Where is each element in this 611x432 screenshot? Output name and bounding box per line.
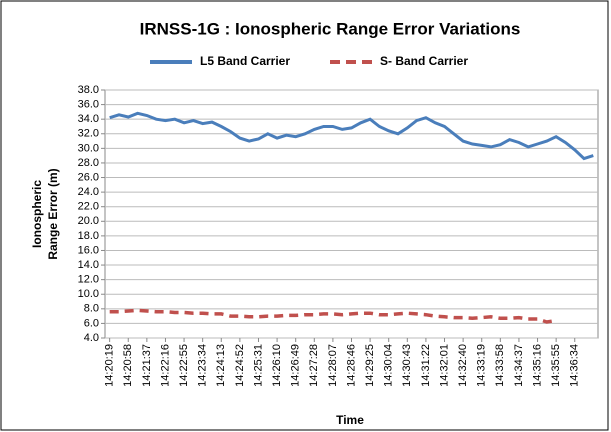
x-tick-label: 14:33:19 (476, 344, 488, 387)
y-tick-label: 30.0 (78, 142, 99, 154)
x-axis-title: Time (336, 413, 364, 427)
x-tick-label: 14:25:31 (252, 344, 264, 387)
x-tick-label: 14:30:04 (383, 344, 395, 387)
series-line (109, 111, 594, 161)
y-tick-label: 32.0 (78, 128, 99, 140)
plot-area (104, 89, 599, 339)
x-tick-label: 14:30:43 (401, 344, 413, 387)
chart-title: IRNSS-1G : Ionospheric Range Error Varia… (140, 19, 521, 38)
y-tick-label: 22.0 (78, 201, 99, 213)
x-tick-label: 14:26:49 (290, 344, 302, 387)
x-tick-label: 14:36:34 (569, 344, 581, 387)
y-tick-label: 24.0 (78, 186, 99, 198)
legend-label: S- Band Carrier (380, 54, 468, 68)
y-tick-label: 18.0 (78, 230, 99, 242)
x-tick-label: 14:32:40 (457, 344, 469, 387)
x-tick-label: 14:28:46 (345, 344, 357, 387)
y-tick-label: 6.0 (84, 317, 99, 329)
y-tick-label: 12.0 (78, 274, 99, 286)
x-tick-label: 14:27:28 (308, 344, 320, 387)
y-tick-label: 20.0 (78, 215, 99, 227)
x-tick-label: 14:33:58 (494, 344, 506, 387)
y-tick-label: 34.0 (78, 113, 99, 125)
y-tick-label: 4.0 (84, 332, 99, 344)
x-tick-label: 14:29:25 (364, 344, 376, 387)
x-tick-label: 14:31:22 (420, 344, 432, 387)
y-tick-label: 8.0 (84, 303, 99, 315)
x-tick-label: 14:24:13 (215, 344, 227, 387)
x-tick-label: 14:35:16 (531, 344, 543, 387)
y-axis-title: Ionospheric (30, 180, 44, 248)
x-tick-label: 14:20:58 (122, 344, 134, 387)
x-tick-label: 14:35:55 (550, 344, 562, 387)
legend-label: L5 Band Carrier (200, 54, 290, 68)
y-tick-label: 38.0 (78, 84, 99, 96)
x-tick-label: 14:26:10 (271, 344, 283, 387)
x-tick-label: 14:20:19 (104, 344, 116, 387)
x-tick-label: 14:34:37 (513, 344, 525, 387)
y-tick-label: 28.0 (78, 157, 99, 169)
x-tick-label: 14:21:37 (141, 344, 153, 387)
y-tick-label: 36.0 (78, 98, 99, 110)
x-tick-label: 14:22:55 (178, 344, 190, 387)
y-tick-label: 16.0 (78, 244, 99, 256)
x-tick-label: 14:28:07 (327, 344, 339, 387)
y-tick-label: 14.0 (78, 259, 99, 271)
x-tick-label: 14:32:01 (438, 344, 450, 387)
y-tick-label: 26.0 (78, 171, 99, 183)
x-tick-label: 14:24:52 (234, 344, 246, 387)
x-tick-label: 14:22:16 (159, 344, 171, 387)
y-axis-title: Range Error (m) (46, 168, 60, 259)
x-tick-label: 14:23:34 (197, 344, 209, 387)
y-tick-label: 10.0 (78, 288, 99, 300)
